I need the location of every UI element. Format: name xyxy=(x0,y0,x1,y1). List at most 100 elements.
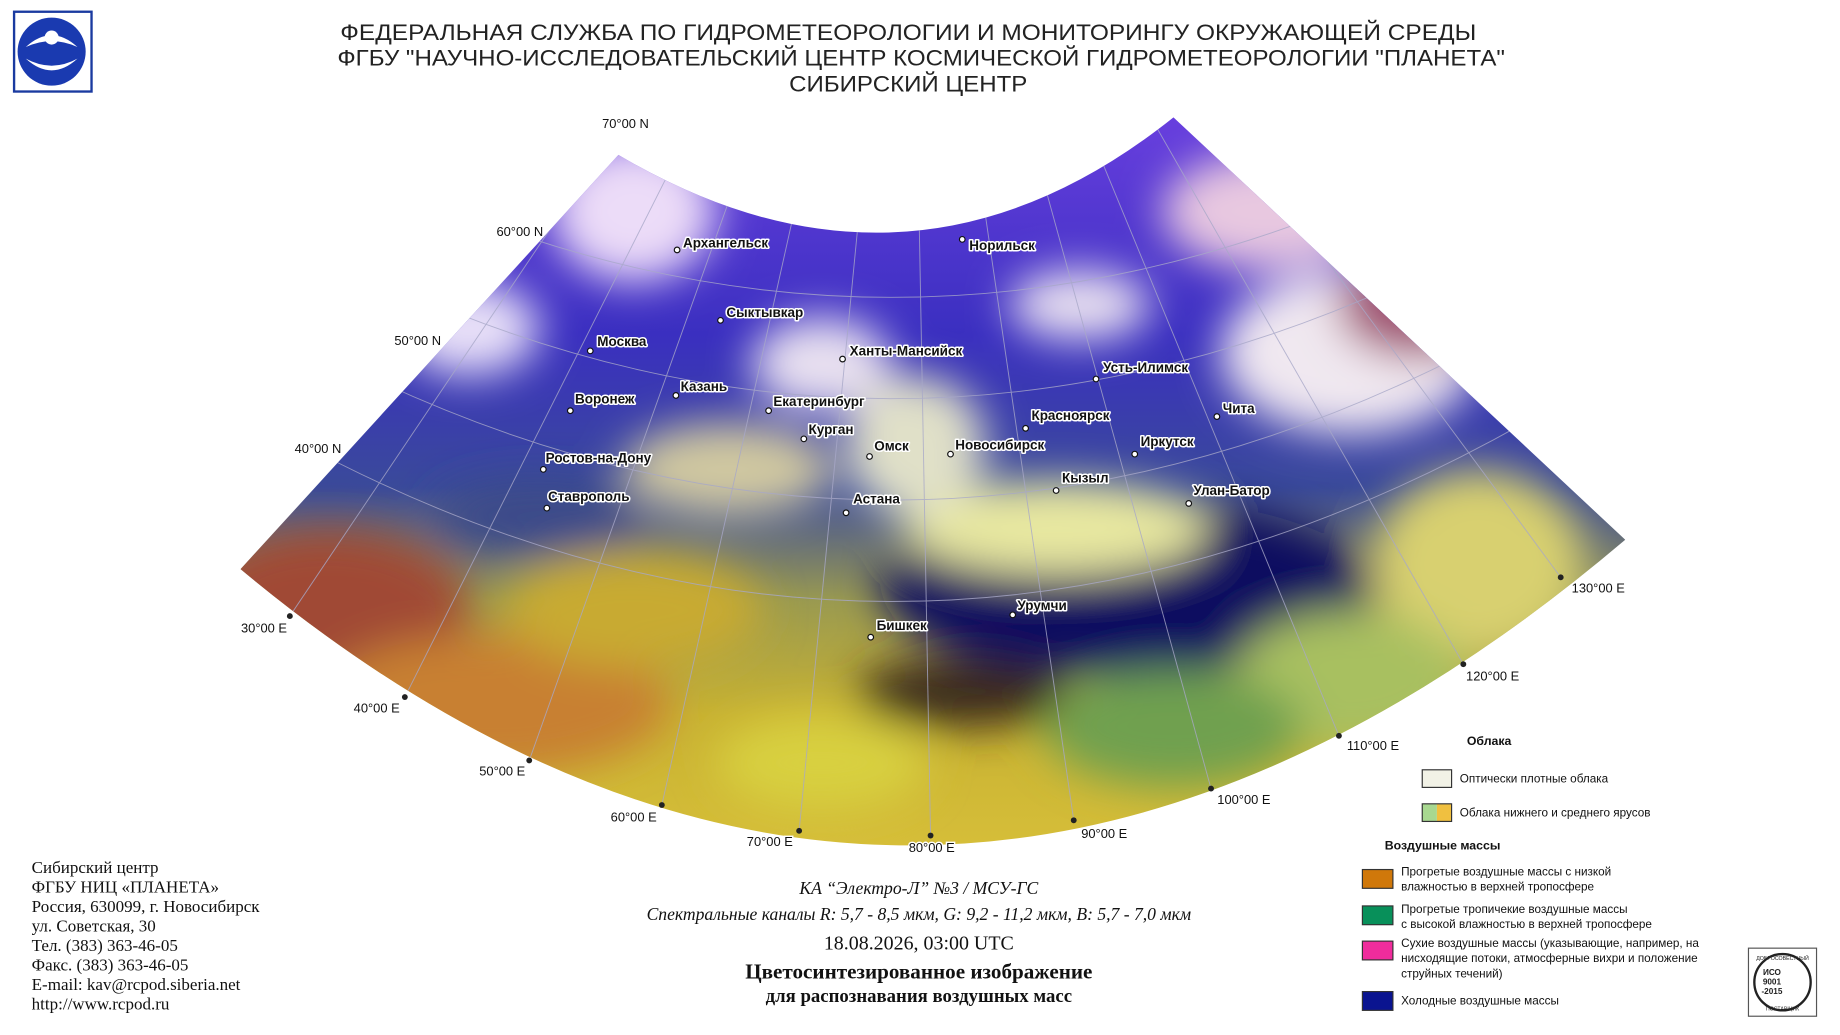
contact-line: ФГБУ НИЦ «ПЛАНЕТА» xyxy=(32,878,219,897)
city-dot xyxy=(566,407,574,415)
legend-text: Холодные воздушные массы xyxy=(1401,994,1559,1007)
latitude-label: 70°00 N xyxy=(602,116,649,131)
legend: Облака Оптически плотные облака Облака н… xyxy=(1361,734,1699,1011)
meridian-end xyxy=(658,802,665,808)
legend-text: влажностью в верхней тропосфере xyxy=(1401,881,1594,894)
city-dot xyxy=(1052,487,1060,494)
city-label: Иркутск xyxy=(1141,434,1194,449)
badge-text: ИСО xyxy=(1763,968,1782,977)
caption: КА “Электро-Л” №3 / МСУ-ГС Спектральные … xyxy=(647,878,1191,1007)
city-label: Астана xyxy=(853,491,900,506)
badge-text: 9001 xyxy=(1763,978,1782,987)
meridian-end xyxy=(1070,817,1077,824)
city-dot xyxy=(1092,375,1100,383)
city-label: Ханты-Мансийск xyxy=(850,344,963,359)
meridian-end xyxy=(1557,574,1564,581)
city-label: Архангельск xyxy=(683,236,768,251)
caption-channels: Спектральные каналы R: 5,7 - 8,5 мкм, G:… xyxy=(647,904,1191,924)
meridian-end xyxy=(1208,785,1214,792)
city-label: Урумчи xyxy=(1017,598,1066,613)
city-dot xyxy=(1009,611,1017,619)
contact-line: Факс. (383) 363-46-05 xyxy=(32,955,189,974)
city-dot xyxy=(1022,424,1030,432)
longitude-label: 110°00 E xyxy=(1347,738,1400,753)
latitude-label: 60°00 N xyxy=(496,224,543,239)
header-line: ФЕДЕРАЛЬНАЯ СЛУЖБА ПО ГИДРОМЕТЕОРОЛОГИИ … xyxy=(340,20,1476,45)
city-dot xyxy=(543,504,551,512)
latitude-label: 40°00 N xyxy=(295,441,342,456)
legend-swatch xyxy=(1436,803,1452,822)
city-label: Улан-Батор xyxy=(1193,483,1269,498)
map-labels: 70°00 N 60°00 N 50°00 N 40°00 N 30°00 E 40°00… xyxy=(240,114,1627,856)
meridian xyxy=(528,117,815,761)
city-dot xyxy=(765,407,773,415)
city-dot xyxy=(672,392,680,399)
city-label: Чита xyxy=(1223,401,1255,416)
city-dot xyxy=(842,509,850,517)
city-dot xyxy=(673,246,681,254)
legend-text: Облака нижнего и среднего ярусов xyxy=(1460,807,1651,820)
parallel xyxy=(240,333,1626,602)
city-label: Воронеж xyxy=(575,392,635,407)
city-label: Екатеринбург xyxy=(773,394,865,409)
city-label: Новосибирск xyxy=(955,437,1044,452)
legend-title: Облака xyxy=(1467,734,1512,748)
city-dot xyxy=(866,453,873,460)
city-label: Сыктывкар xyxy=(726,305,803,320)
city-label: Красноярск xyxy=(1031,408,1109,423)
legend-text: Оптически плотные облака xyxy=(1460,773,1609,786)
meridian-end xyxy=(927,832,934,839)
city-dot xyxy=(1131,450,1139,458)
legend-text: Сухие воздушные массы (указывающие, напр… xyxy=(1401,937,1699,950)
longitude-label: 60°00 E xyxy=(611,809,657,824)
contact-line: ул. Советская, 30 xyxy=(32,916,156,935)
contact-line: Россия, 630099, г. Новосибирск xyxy=(32,897,261,916)
longitude-label: 50°00 E xyxy=(479,764,525,779)
iso-badge: ДОБРОСОВЕСТНЫЙ ИСО 9001 -2015 ПОСТАВЩИК xyxy=(1747,947,1818,1017)
legend-swatch xyxy=(1361,905,1394,926)
meridian-end xyxy=(286,613,293,620)
badge-text: -2015 xyxy=(1761,987,1782,996)
city-dot xyxy=(800,435,808,443)
meridian xyxy=(1047,117,1464,665)
legend-swatch-border xyxy=(1421,803,1453,823)
legend-text: струйных течений) xyxy=(1401,967,1503,980)
city-label: Казань xyxy=(681,379,728,394)
logo xyxy=(12,10,93,93)
contact-line: E-mail: kav@rcpod.siberia.net xyxy=(32,975,241,994)
city-label: Ростов-на-Дону xyxy=(546,450,652,465)
longitude-label: 70°00 E xyxy=(747,834,793,849)
city-label: Кызыл xyxy=(1062,470,1109,485)
city-label: Омск xyxy=(874,439,909,454)
meridian-end xyxy=(1460,661,1467,668)
meridian xyxy=(404,117,784,698)
legend-text: Прогретые тропичекие воздушные массы xyxy=(1401,903,1627,916)
longitude-label: 40°00 E xyxy=(354,700,400,715)
header-line: СИБИРСКИЙ ЦЕНТР xyxy=(789,72,1027,97)
latitude-label: 50°00 N xyxy=(394,333,441,348)
satellite-image xyxy=(240,117,1626,846)
caption-title: Цветосинтезированное изображение xyxy=(745,960,1092,984)
city-label: Усть-Илимск xyxy=(1103,360,1188,375)
caption-datetime: 18.08.2026, 03:00 UTC xyxy=(824,932,1014,954)
city-label: Норильск xyxy=(969,238,1035,253)
contact-line: Тел. (383) 363-46-05 xyxy=(32,936,178,955)
meridian xyxy=(950,117,1075,821)
city-label: Москва xyxy=(597,334,647,349)
longitude-label: 80°00 E xyxy=(909,840,955,855)
city-label: Курган xyxy=(809,422,854,437)
caption-title: для распознавания воздушных масс xyxy=(766,986,1072,1007)
meridian xyxy=(289,117,755,617)
city-label: Ставрополь xyxy=(548,489,630,504)
city-dot xyxy=(839,355,846,363)
caption-satellite: КА “Электро-Л” №3 / МСУ-ГС xyxy=(798,878,1038,898)
meridian-end xyxy=(1335,732,1342,739)
city-dot xyxy=(539,465,547,473)
meridian-end xyxy=(401,694,408,700)
legend-text: нисходящие потоки, атмосферные вихри и п… xyxy=(1401,952,1698,965)
legend-swatch xyxy=(1422,803,1437,822)
legend-title: Воздушные массы xyxy=(1385,839,1501,853)
badge-text: ПОСТАВЩИК xyxy=(1766,1006,1800,1012)
badge-text: ДОБРОСОВЕСТНЫЙ xyxy=(1756,954,1809,962)
